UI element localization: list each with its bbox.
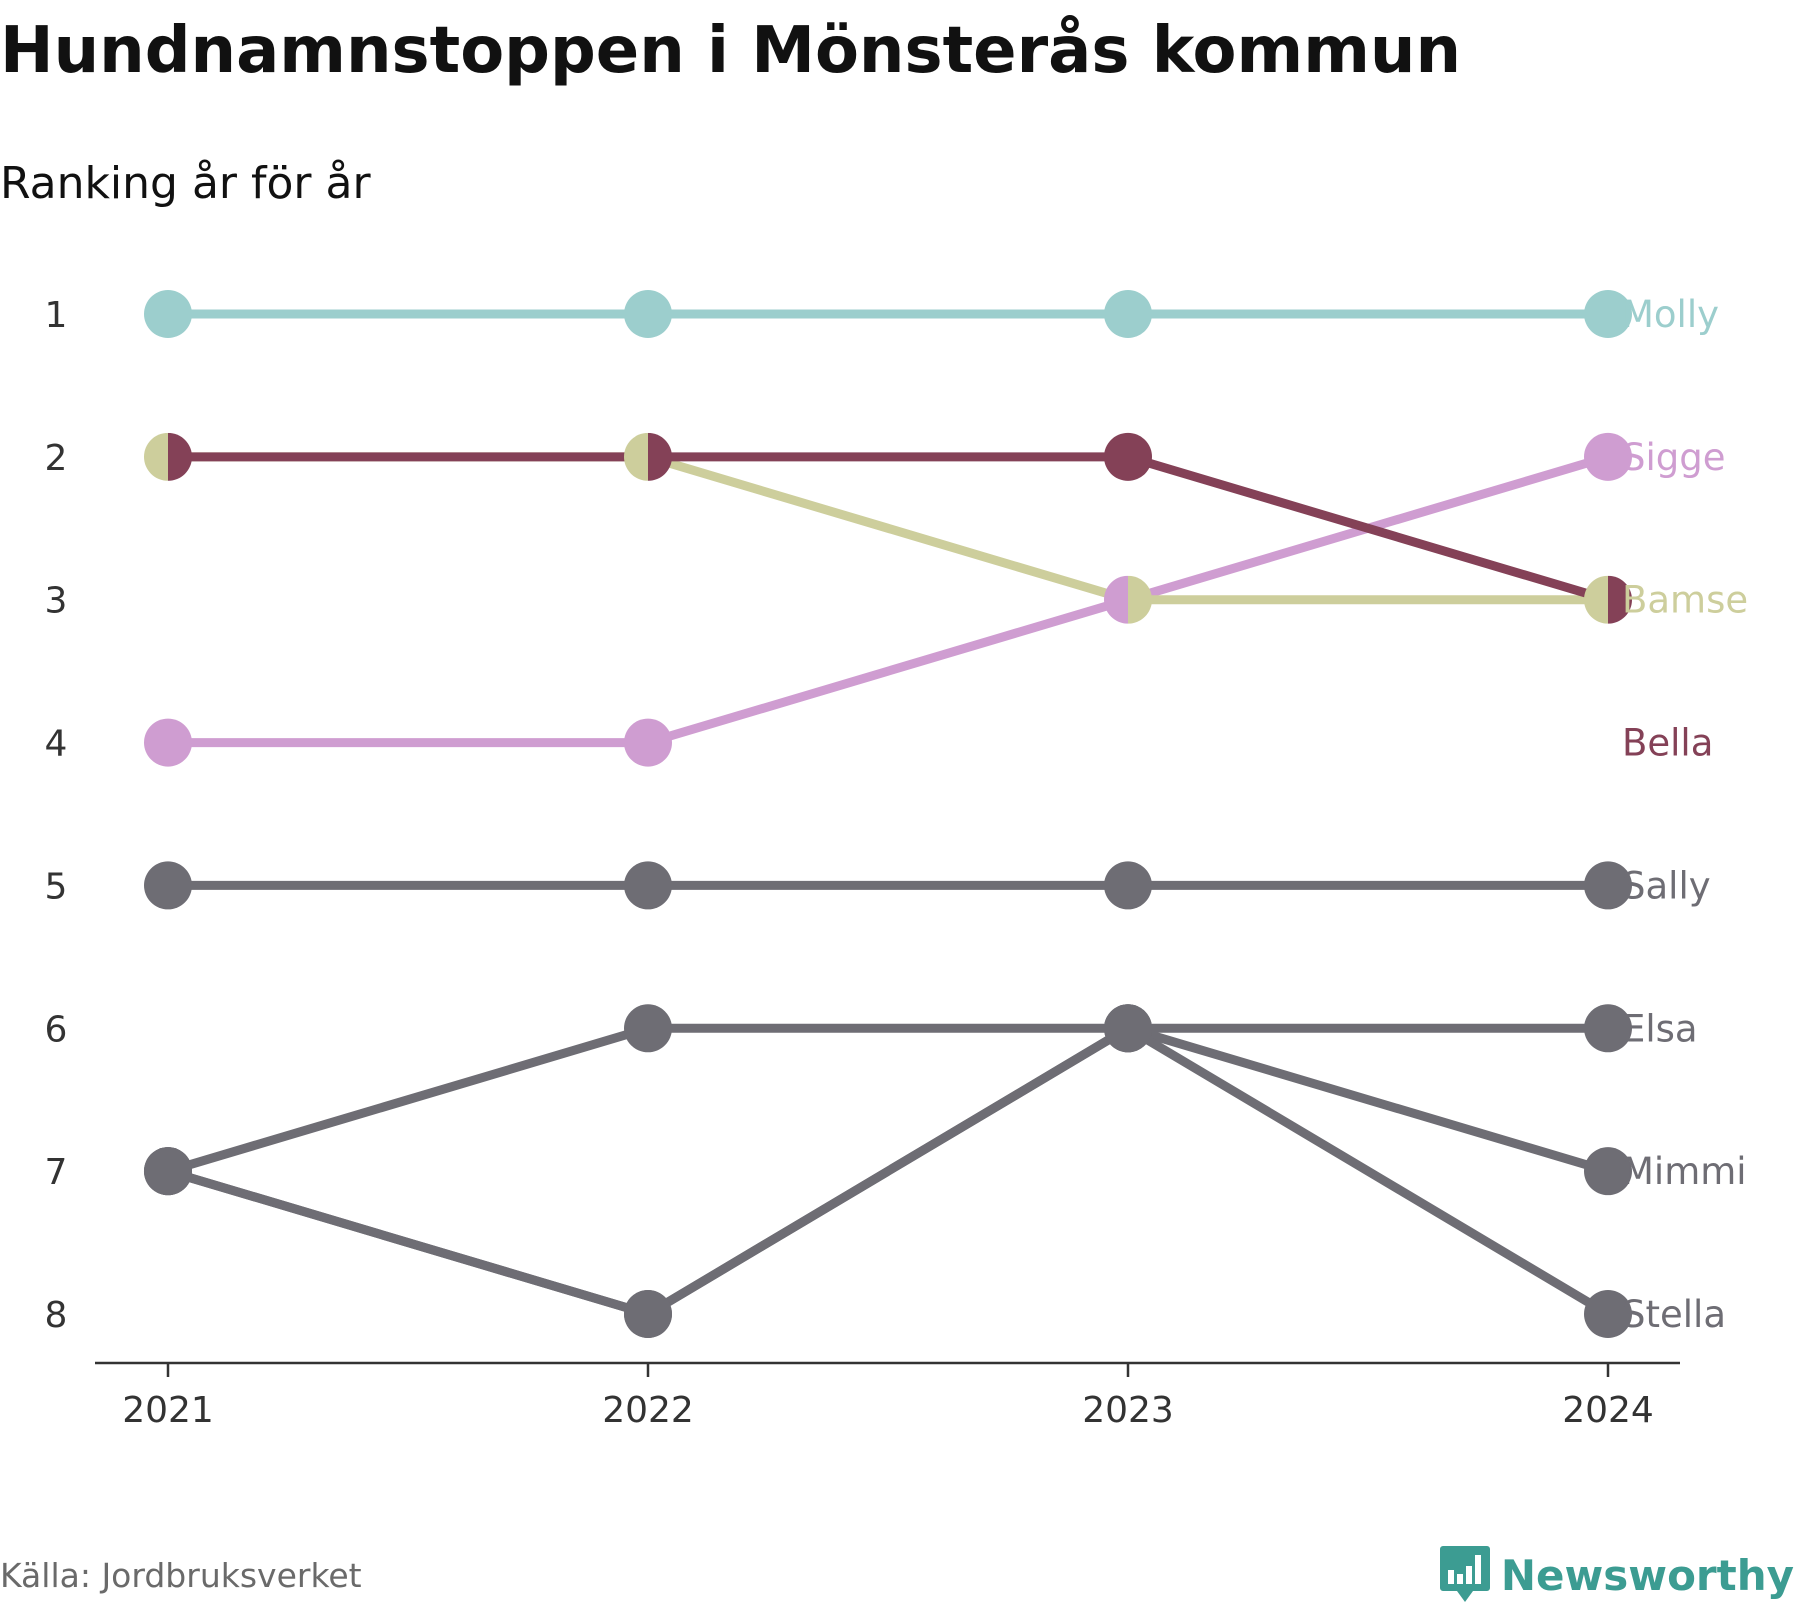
- chart-subtitle: Ranking år för år: [0, 158, 371, 209]
- series-label-sally: Sally: [1622, 864, 1711, 907]
- source-note: Källa: Jordbruksverket: [0, 1556, 362, 1595]
- series-label-bamse: Bamse: [1622, 579, 1748, 622]
- series-line-bamse: [163, 452, 1613, 605]
- point-bella-2022: [648, 432, 672, 481]
- series-label-mimmi: Mimmi: [1622, 1150, 1747, 1193]
- y-tick-label-6: 6: [45, 1009, 68, 1050]
- point-bamse-2021: [144, 432, 168, 481]
- series-lines: [163, 309, 1613, 1319]
- point-mimmi-2024: [1584, 1147, 1632, 1196]
- point-molly-2021: [144, 290, 192, 338]
- bump-chart: 2021 2022 2023 2024 1 2 3 4 5 6 7 8 Molly Sigge Bams…: [45, 290, 1748, 1431]
- point-sigge-2024: [1584, 432, 1632, 481]
- x-tick-label-2022: 2022: [602, 1390, 694, 1431]
- point-sally-2022: [624, 861, 672, 910]
- series-label-bella: Bella: [1622, 722, 1713, 765]
- point-bamse-2024: [1584, 575, 1608, 624]
- point-sally-2021: [144, 861, 192, 910]
- y-tick-label-5: 5: [45, 866, 68, 907]
- point-bamse-2023: [1128, 575, 1152, 624]
- series-label-elsa: Elsa: [1622, 1007, 1698, 1050]
- x-tick-label-2023: 2023: [1082, 1390, 1174, 1431]
- series-points: [144, 290, 1632, 1338]
- y-axis-ticks: 1 2 3 4 5 6 7 8: [45, 295, 68, 1336]
- point-elsa-2024: [1584, 1004, 1632, 1053]
- y-tick-label-8: 8: [45, 1295, 68, 1336]
- series-labels: Molly Sigge Bamse Bella Sally Elsa Mimmi Stella: [1622, 293, 1748, 1336]
- point-stella-2023: [1104, 1004, 1152, 1053]
- point-molly-2023: [1104, 290, 1152, 338]
- series-label-stella: Stella: [1622, 1293, 1726, 1336]
- x-tick-label-2024: 2024: [1562, 1390, 1654, 1431]
- x-axis-ticks: 2021 2022 2023 2024: [122, 1363, 1654, 1431]
- point-sigge-2022: [624, 718, 672, 767]
- point-stella-2021: [144, 1147, 192, 1196]
- point-sally-2024: [1584, 861, 1632, 910]
- point-bella-2023: [1104, 432, 1152, 481]
- point-elsa-2022: [624, 1004, 672, 1053]
- y-tick-label-4: 4: [45, 724, 68, 765]
- point-molly-2024: [1584, 290, 1632, 338]
- point-bamse-2022: [624, 432, 648, 481]
- y-tick-label-3: 3: [45, 581, 68, 622]
- series-line-elsa: [163, 1023, 1613, 1176]
- brand-name: Newsworthy: [1500, 1550, 1794, 1600]
- point-stella-2022: [624, 1290, 672, 1338]
- point-molly-2022: [624, 290, 672, 338]
- brand-logo: Newsworthy: [1439, 1542, 1794, 1608]
- newsworthy-logo-icon: [1439, 1546, 1490, 1602]
- y-tick-label-2: 2: [45, 438, 68, 479]
- series-label-molly: Molly: [1622, 293, 1719, 336]
- y-tick-label-1: 1: [45, 295, 68, 336]
- y-tick-label-7: 7: [45, 1152, 68, 1193]
- point-sally-2023: [1104, 861, 1152, 910]
- point-bella-2021: [168, 432, 192, 481]
- series-line-stella: [163, 1023, 1613, 1319]
- series-line-bella: [163, 452, 1613, 605]
- point-stella-2024: [1584, 1290, 1632, 1338]
- point-bella-2024: [1608, 575, 1632, 624]
- chart-title: Hundnamnstoppen i Mönsterås kommun: [0, 14, 1461, 88]
- point-sigge-2023: [1104, 575, 1128, 624]
- x-tick-label-2021: 2021: [122, 1390, 214, 1431]
- point-sigge-2021: [144, 718, 192, 767]
- series-label-sigge: Sigge: [1622, 436, 1726, 479]
